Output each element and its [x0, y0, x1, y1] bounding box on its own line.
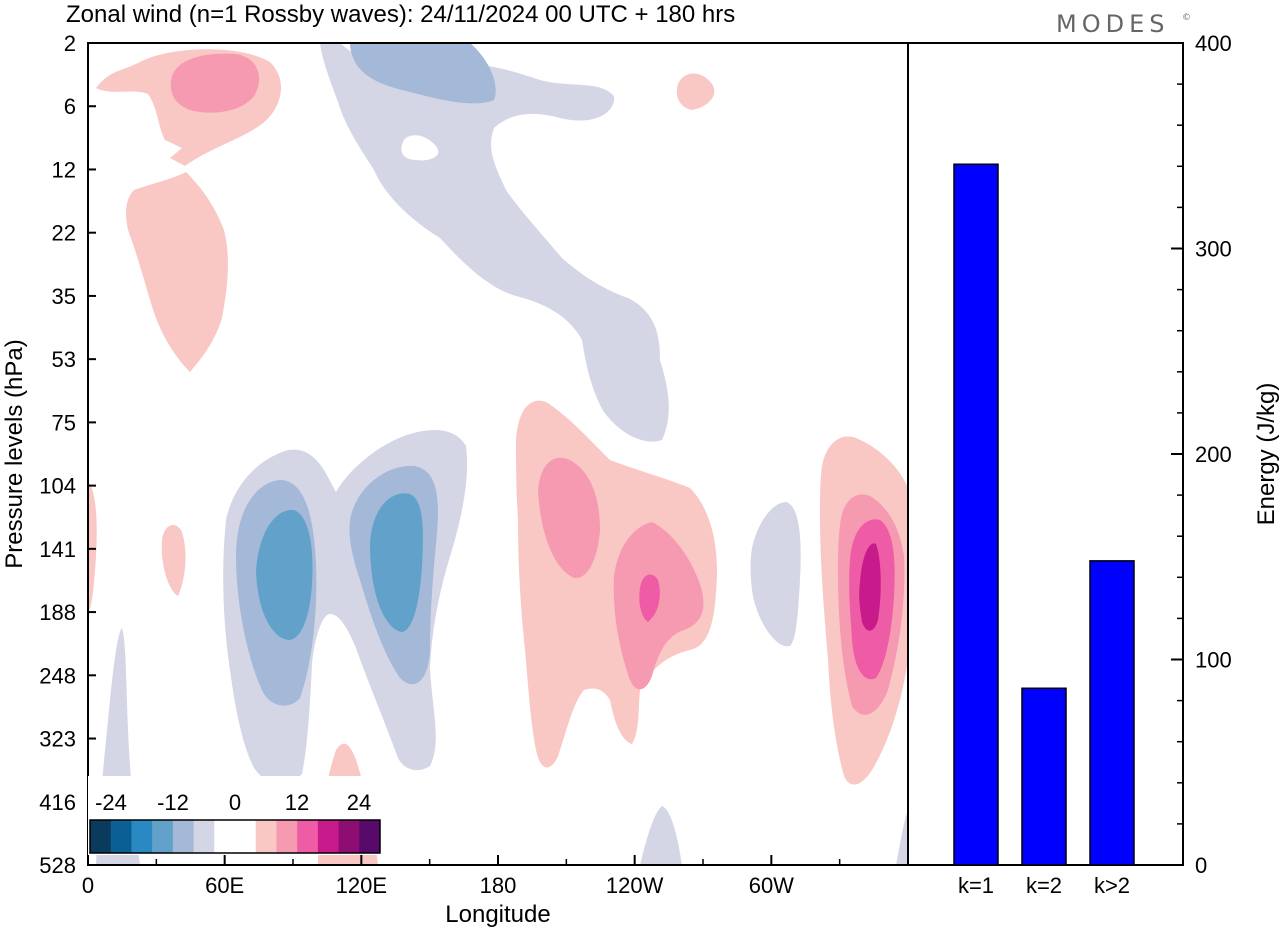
colorbar-swatch — [172, 820, 195, 853]
colorbar: -24 -12 0 12 24 — [88, 776, 382, 855]
contour-positive-mid — [170, 53, 260, 113]
contour-positive-dark — [639, 574, 660, 622]
contour-negative-hole — [401, 135, 439, 161]
chart-title: Zonal wind (n=1 Rossby waves): 24/11/202… — [66, 1, 735, 28]
colorbar-swatch — [193, 820, 215, 853]
x-tick-label: 180 — [480, 873, 517, 898]
y-tick-label: 188 — [39, 600, 76, 625]
colorbar-swatch — [255, 820, 277, 853]
contour-negative-light — [896, 810, 908, 865]
y-tick-label: 104 — [39, 474, 76, 499]
contour-negative-mid — [350, 43, 496, 104]
x-tick-label: 60W — [749, 873, 794, 898]
energy-tick-label: 300 — [1195, 237, 1232, 262]
colorbar-label: 24 — [347, 790, 371, 815]
contour-negative-dark — [256, 509, 313, 640]
contour-negative-light — [320, 43, 669, 442]
x-tick-label: 120E — [336, 873, 387, 898]
energy-tick-label: 200 — [1195, 442, 1232, 467]
contour-positive-light — [161, 525, 186, 596]
bar-category-label: k=2 — [1026, 873, 1062, 898]
y-tick-label: 12 — [52, 157, 76, 182]
colorbar-swatch — [317, 820, 340, 853]
colorbar-swatch — [276, 820, 298, 853]
x-axis-label: Longitude — [445, 901, 550, 928]
colorbar-swatch — [110, 820, 132, 853]
energy-bars: k=1 k=2 k>2 — [953, 163, 1135, 898]
x-tick-label: 60E — [205, 873, 244, 898]
y-tick-label: 141 — [39, 537, 76, 562]
y-tick-label: 6 — [64, 94, 76, 119]
x-tick-label: 0 — [82, 873, 94, 898]
energy-tick-label: 100 — [1195, 648, 1232, 673]
colorbar-label: 0 — [229, 790, 241, 815]
y-axis-label: Pressure levels (hPa) — [1, 339, 28, 568]
contour-negative-dark — [370, 493, 423, 632]
energy-axis: 0 100 200 300 400 — [1171, 31, 1232, 878]
colorbar-swatch — [152, 820, 174, 853]
energy-bar — [953, 163, 999, 866]
contour-negative-light — [640, 806, 682, 865]
x-tick-label: 120W — [606, 873, 664, 898]
y-tick-label: 416 — [39, 790, 76, 815]
y-tick-label: 323 — [39, 727, 76, 752]
contour-plot-frame — [87, 42, 909, 866]
contour-positive-mid — [613, 522, 704, 690]
y-tick-label: 248 — [39, 663, 76, 688]
bar-category-label: k>2 — [1094, 873, 1130, 898]
colorbar-label: -24 — [95, 790, 127, 815]
energy-tick-label: 0 — [1195, 853, 1207, 878]
contour-positive-darker — [859, 543, 881, 631]
colorbar-swatch — [235, 820, 257, 853]
brand-logo-text: MODES — [1056, 10, 1169, 38]
energy-axis-label: Energy (J/kg) — [1253, 383, 1280, 526]
y-tick-label: 53 — [52, 347, 76, 372]
colorbar-frame — [89, 819, 381, 854]
energy-bar — [1021, 687, 1067, 866]
longitude-axis: 0 60E 120E 180 120W 60W — [82, 855, 841, 898]
brand-logo: MODES — [1056, 10, 1169, 38]
colorbar-label: -12 — [157, 790, 189, 815]
colorbar-swatch — [90, 820, 112, 853]
colorbar-swatch — [359, 820, 381, 853]
contour-negative-light — [750, 502, 801, 647]
colorbar-swatch — [338, 820, 360, 853]
colorbar-swatch — [297, 820, 319, 853]
colorbar-label: 12 — [285, 790, 309, 815]
colorbar-swatch — [214, 820, 236, 853]
contour-positive-light — [126, 172, 228, 372]
y-tick-label: 528 — [39, 853, 76, 878]
contour-field — [88, 43, 908, 865]
contour-positive-light — [676, 73, 715, 110]
colorbar-swatch — [131, 820, 153, 853]
y-tick-label: 75 — [52, 410, 76, 435]
energy-bar — [1089, 560, 1135, 866]
bar-category-label: k=1 — [958, 873, 994, 898]
energy-tick-label: 400 — [1195, 31, 1232, 56]
y-tick-label: 35 — [52, 284, 76, 309]
brand-mark: © — [1182, 13, 1191, 23]
contour-positive-mid — [538, 457, 600, 579]
pressure-axis: 2 6 12 22 35 53 75 104 141 188 248 323 416 528 — [39, 31, 96, 878]
y-tick-label: 2 — [64, 31, 76, 56]
y-tick-label: 22 — [52, 221, 76, 246]
